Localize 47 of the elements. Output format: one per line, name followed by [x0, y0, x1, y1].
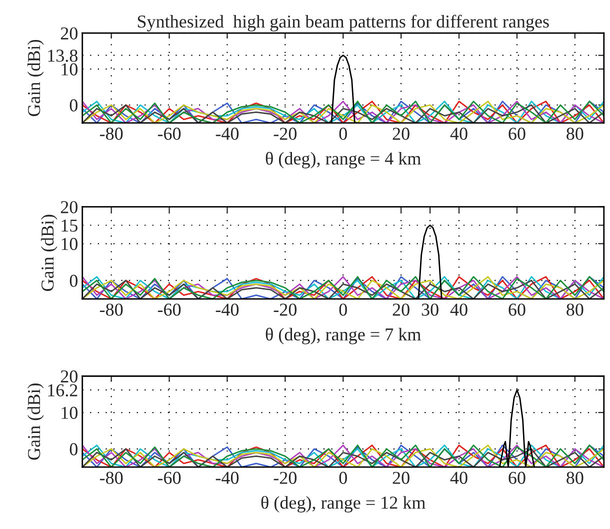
- y-tick-label: 15: [62, 220, 78, 232]
- x-tick-label: 40: [450, 472, 468, 484]
- y-tick-label: 0: [70, 99, 78, 112]
- x-tick-label: 60: [508, 472, 526, 484]
- x-tick-label: -60: [158, 304, 181, 316]
- y-tick-label: 0: [70, 443, 78, 456]
- x-tick-label: -60: [158, 472, 181, 484]
- y-axis-title: Gain (dBi): [27, 40, 44, 116]
- y-axis-title: Gain (dBi): [40, 214, 58, 291]
- x-tick-label: 20: [392, 128, 410, 140]
- x-tick-label: -80: [100, 304, 123, 316]
- y-tick-label: 20: [60, 27, 78, 40]
- x-tick-label: 80: [566, 304, 584, 316]
- x-tick-label: 80: [566, 128, 584, 140]
- x-tick-label: 60: [508, 128, 526, 140]
- x-tick-label: -60: [158, 128, 181, 140]
- x-tick-label: 20: [392, 472, 410, 484]
- y-tick-label: 10: [62, 238, 78, 250]
- y-tick-label: 16.2: [48, 384, 78, 396]
- y-tick-label: 10: [62, 63, 78, 76]
- x-axis-title: θ (deg), range = 4 km: [266, 152, 421, 168]
- x-tick-label: 60: [508, 304, 526, 316]
- x-tick-label: 20: [392, 304, 410, 316]
- x-tick-label: 40: [450, 128, 468, 140]
- x-tick-label: 30: [422, 304, 438, 316]
- x-tick-label: -40: [216, 128, 239, 140]
- chart-title: Synthesized high gain beam patterns for different ranges: [138, 14, 549, 32]
- y-tick-label: 0: [70, 274, 78, 287]
- x-tick-label: -20: [274, 304, 297, 316]
- y-tick-label: 20: [60, 201, 78, 214]
- x-tick-label: -20: [274, 472, 297, 484]
- x-tick-label: -80: [100, 472, 123, 484]
- x-axis-title: θ (deg), range = 12 km: [261, 496, 426, 512]
- x-tick-label: 80: [566, 472, 584, 484]
- y-tick-label: 10: [62, 406, 78, 419]
- y-tick-label: 20: [60, 370, 78, 383]
- x-tick-label: 0: [339, 128, 347, 140]
- y-tick-label: 13.8: [48, 50, 78, 62]
- x-tick-label: -80: [100, 128, 123, 140]
- x-tick-label: 40: [450, 304, 468, 316]
- x-tick-label: 0: [339, 472, 347, 484]
- x-tick-label: 0: [339, 304, 347, 316]
- x-axis-title: θ (deg), range = 7 km: [266, 328, 421, 344]
- x-tick-label: -40: [216, 472, 239, 484]
- x-tick-label: -40: [216, 304, 239, 316]
- x-tick-label: -20: [274, 128, 297, 140]
- y-axis-title: Gain (dBi): [27, 384, 44, 460]
